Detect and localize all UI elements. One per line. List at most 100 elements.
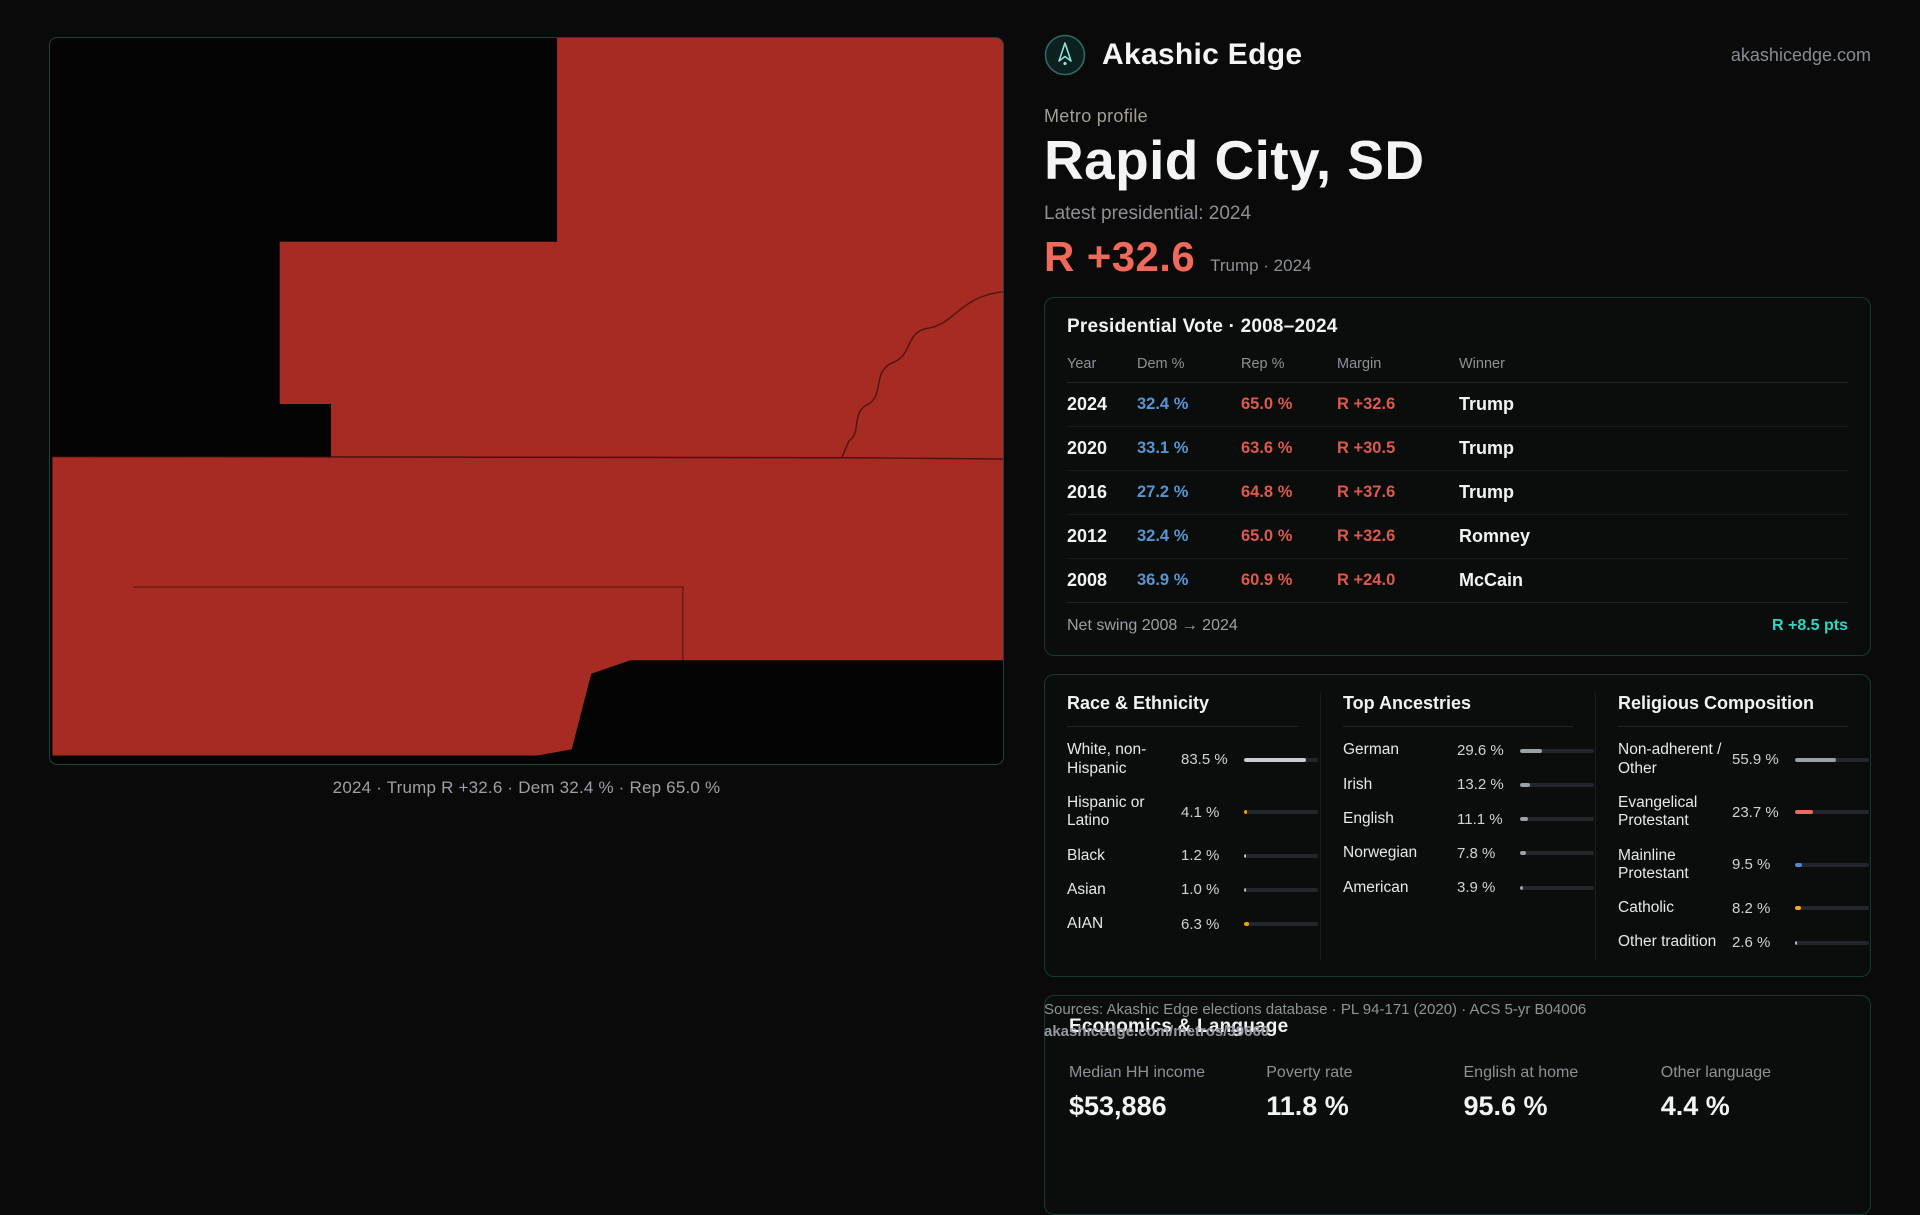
county-boundary-line — [52, 455, 1003, 460]
stat-row: Asian 1.0 % — [1067, 873, 1318, 907]
stat-bar — [1520, 748, 1594, 753]
stat-label: White, non-Hispanic — [1067, 741, 1147, 777]
vote-year: 2008 — [1067, 558, 1137, 604]
col-winner: Winner — [1459, 348, 1848, 384]
stat-row: Norwegian 7.8 % — [1343, 836, 1594, 870]
vote-dem: 32.4 % — [1137, 382, 1241, 428]
stat-bar — [1795, 757, 1869, 762]
stat-row: American 3.9 % — [1343, 871, 1594, 905]
stat-value: 1.0 % — [1181, 881, 1220, 899]
metro-choropleth-map — [52, 38, 1003, 756]
brand-domain-link[interactable]: akashicedge.com — [1730, 44, 1871, 65]
county-boundary-jagged — [841, 291, 1003, 459]
vote-winner: Trump — [1459, 426, 1848, 472]
stat-value: 6.3 % — [1181, 915, 1220, 933]
metro-permalink[interactable]: akashicedge.com/metros/39660 — [1044, 1023, 1270, 1040]
stat-value: 4.1 % — [1181, 803, 1220, 821]
stat-value: 3.9 % — [1457, 879, 1496, 897]
col-year: Year — [1067, 348, 1137, 384]
brand-name: Akashic Edge — [1102, 38, 1303, 71]
stat-bar — [1795, 810, 1869, 815]
vote-row-2020: 2020 33.1 % 63.6 % R +30.5 Trump — [1067, 426, 1848, 472]
vote-rep: 60.9 % — [1241, 558, 1337, 604]
stat-bar — [1244, 922, 1318, 927]
stat-label: Black — [1067, 846, 1105, 864]
stat-value: 95.6 % — [1463, 1090, 1548, 1121]
stat-label: Evangelical Protestant — [1618, 793, 1698, 830]
vote-rep: 65.0 % — [1241, 514, 1337, 560]
stat-row: English 11.1 % — [1343, 802, 1594, 836]
stat-value: 11.8 % — [1266, 1090, 1349, 1121]
stat-label: English — [1343, 809, 1394, 827]
page-title: Rapid City, SD — [1044, 129, 1425, 191]
stat-bar — [1244, 853, 1318, 858]
stat-label: Other tradition — [1618, 933, 1717, 951]
vote-rep: 65.0 % — [1241, 382, 1337, 428]
stat-label: Mainline Protestant — [1618, 846, 1689, 882]
vote-rep: 64.8 % — [1241, 470, 1337, 516]
vote-row-2024: 2024 32.4 % 65.0 % R +32.6 Trump — [1067, 382, 1848, 428]
stat-row: Catholic 8.2 % — [1618, 891, 1869, 925]
vote-dem: 33.1 % — [1137, 426, 1241, 472]
stat-row: Black 1.2 % — [1067, 839, 1318, 873]
vote-margin: R +30.5 — [1337, 426, 1459, 472]
col-dem: Dem % — [1137, 348, 1241, 384]
stat-label: AIAN — [1067, 915, 1104, 933]
header-bar: Akashic Edge akashicedge.com — [1044, 30, 1871, 80]
stat-value: 2.6 % — [1732, 934, 1771, 951]
vote-row-2016: 2016 27.2 % 64.8 % R +37.6 Trump — [1067, 470, 1848, 516]
stat-value: 7.8 % — [1457, 844, 1496, 862]
race-ethnicity-column: Race & Ethnicity White, non-Hispanic 83.… — [1045, 693, 1320, 959]
stat-label: Poverty rate — [1266, 1063, 1353, 1081]
stat-value: 29.6 % — [1457, 742, 1504, 760]
vote-margin: R +37.6 — [1337, 470, 1459, 516]
stat-row: Mainline Protestant 9.5 % — [1618, 839, 1869, 892]
col-margin: Margin — [1337, 348, 1459, 384]
stat-value: 8.2 % — [1732, 899, 1771, 917]
stat-row: White, non-Hispanic 83.5 % — [1067, 733, 1318, 786]
stat-row: Hispanic or Latino 4.1 % — [1067, 786, 1318, 839]
vote-dem: 36.9 % — [1137, 558, 1241, 604]
religion-title: Religious Composition — [1618, 693, 1848, 728]
vote-rep: 63.6 % — [1241, 426, 1337, 472]
stat-value: 1.2 % — [1181, 847, 1220, 865]
stat-label: German — [1343, 741, 1399, 759]
vote-winner: Trump — [1459, 470, 1848, 516]
vote-margin: R +32.6 — [1337, 514, 1459, 560]
demographics-card: Race & Ethnicity White, non-Hispanic 83.… — [1044, 674, 1871, 977]
stat-median-hh-income: Median HH income $53,886 — [1069, 1064, 1254, 1122]
stat-bar — [1520, 885, 1594, 890]
stat-label: Hispanic or Latino — [1067, 793, 1145, 830]
map-caption: 2024 · Trump R +32.6 · Dem 32.4 % · Rep … — [332, 778, 721, 797]
latest-presidential-label: Latest presidential: 2024 — [1044, 203, 1252, 225]
stat-bar — [1795, 940, 1869, 945]
stat-bar — [1795, 862, 1869, 867]
compass-emblem-icon — [1044, 34, 1086, 76]
stat-row: Irish 13.2 % — [1343, 768, 1594, 802]
vote-margin: R +24.0 — [1337, 558, 1459, 604]
stat-row: Non-adherent / Other 55.9 % — [1618, 733, 1869, 786]
stat-english-at-home: English at home 95.6 % — [1464, 1064, 1649, 1122]
vote-winner: Romney — [1459, 514, 1848, 560]
race-title: Race & Ethnicity — [1067, 693, 1298, 728]
stat-bar — [1795, 906, 1869, 911]
headline-margin-sub: Trump · 2024 — [1210, 256, 1312, 276]
stat-row: Evangelical Protestant 23.7 % — [1618, 786, 1869, 839]
stat-row: Other tradition 2.6 % — [1618, 925, 1869, 959]
stat-bar — [1520, 851, 1594, 856]
stat-label: Other language — [1660, 1063, 1772, 1081]
stat-label: Median HH income — [1069, 1063, 1206, 1081]
top-ancestries-column: Top Ancestries German 29.6 % Irish 13.2 … — [1320, 693, 1595, 960]
vote-table: Year Dem % Rep % Margin Winner 2024 32.4… — [1067, 348, 1848, 604]
stat-value: 83.5 % — [1181, 751, 1228, 769]
metro-map-panel — [49, 37, 1004, 765]
religious-composition-column: Religious Composition Non-adherent / Oth… — [1595, 693, 1870, 960]
stat-value: 13.2 % — [1457, 776, 1504, 794]
stat-other-language: Other language 4.4 % — [1661, 1064, 1846, 1122]
vote-row-2012: 2012 32.4 % 65.0 % R +32.6 Romney — [1067, 514, 1848, 560]
stat-label: Catholic — [1618, 899, 1674, 917]
county-shape-metro — [52, 38, 1003, 756]
stat-bar — [1520, 782, 1594, 787]
stat-value: 9.5 % — [1732, 856, 1771, 874]
vote-year: 2012 — [1067, 514, 1137, 560]
